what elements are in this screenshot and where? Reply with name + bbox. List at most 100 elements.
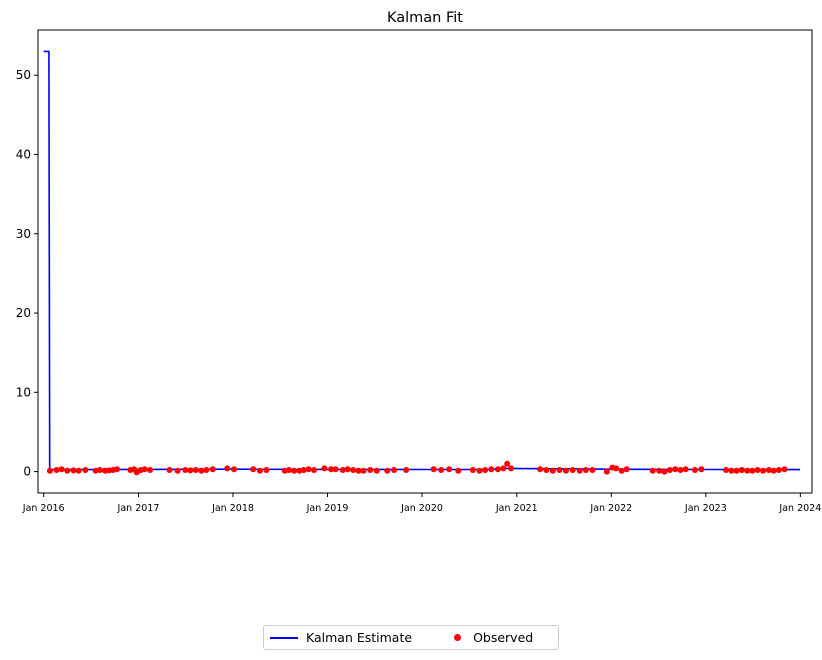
observed-point: [623, 466, 630, 473]
observed-point: [488, 466, 495, 473]
legend-item-kalman-estimate: Kalman Estimate: [264, 630, 412, 645]
observed-point: [556, 467, 563, 473]
observed-point: [291, 467, 298, 474]
observed-point: [58, 466, 65, 473]
observed-point: [543, 467, 550, 473]
observed-point: [82, 467, 89, 473]
x-tick-label: Jan 2016: [22, 503, 65, 514]
observed-point: [656, 467, 663, 474]
observed-point: [263, 467, 270, 473]
observed-point: [682, 466, 689, 473]
observed-point: [224, 465, 231, 472]
observed-point: [147, 467, 154, 473]
observed-point: [96, 467, 103, 473]
observed-point: [198, 467, 205, 474]
observed-point: [698, 466, 705, 473]
observed-series: [46, 460, 788, 476]
observed-point: [618, 467, 625, 474]
observed-point: [300, 467, 307, 473]
y-tick-label: 0: [23, 465, 31, 479]
observed-point: [75, 467, 82, 474]
observed-point: [494, 466, 501, 473]
observed-point: [373, 467, 380, 474]
observed-point: [613, 465, 620, 472]
observed-point: [182, 467, 189, 473]
observed-point: [508, 465, 515, 472]
observed-point: [403, 467, 410, 473]
y-axis: 0 10 20 30 40 50: [16, 68, 38, 479]
observed-point: [576, 467, 583, 474]
observed-point: [760, 467, 767, 474]
observed-point: [256, 467, 263, 474]
kalman-estimate-series: [43, 50, 801, 471]
observed-point: [603, 468, 610, 475]
observed-point: [321, 465, 328, 472]
legend-line-swatch: [270, 636, 298, 639]
legend-label-kalman-estimate: Kalman Estimate: [306, 630, 413, 645]
y-tick-label: 40: [16, 147, 31, 161]
observed-point: [482, 467, 489, 473]
observed-point: [114, 466, 120, 473]
chart-title: Kalman Fit: [387, 10, 463, 26]
x-tick-label: Jan 2020: [400, 503, 443, 514]
x-axis: Jan 2016 Jan 2017 Jan 2018 Jan 2019 Jan 2020…: [22, 493, 821, 514]
observed-point: [661, 468, 668, 475]
observed-point: [367, 467, 374, 473]
observed-point: [582, 467, 589, 473]
observed-point: [569, 467, 576, 473]
observed-point: [728, 467, 735, 474]
legend-label-observed: Observed: [473, 630, 534, 645]
x-tick-label: Jan 2018: [211, 503, 254, 514]
x-tick-label: Jan 2023: [684, 503, 727, 514]
observed-point: [285, 467, 292, 473]
observed-point: [46, 467, 53, 474]
observed-point: [563, 467, 569, 474]
observed-point: [384, 467, 391, 474]
observed-point: [775, 467, 782, 473]
observed-point: [355, 467, 362, 474]
observed-point: [738, 467, 745, 473]
observed-point: [360, 467, 367, 474]
plot-area: [37, 29, 813, 494]
x-tick-label: Jan 2019: [306, 503, 349, 514]
observed-point: [231, 466, 237, 473]
observed-point: [141, 466, 148, 473]
observed-point: [455, 467, 462, 474]
x-tick-label: Jan 2024: [778, 503, 821, 514]
observed-point: [744, 467, 751, 474]
observed-point: [677, 467, 684, 473]
x-tick-label: Jan 2017: [117, 503, 160, 514]
observed-point: [692, 467, 698, 473]
observed-point: [430, 466, 437, 473]
observed-point: [469, 467, 476, 473]
observed-point: [166, 467, 173, 473]
legend-item-observed: Observed: [412, 630, 533, 645]
legend: Kalman Estimate Observed: [263, 625, 559, 650]
observed-point: [174, 467, 181, 474]
observed-point: [311, 467, 317, 473]
observed-point: [765, 467, 772, 473]
observed-point: [328, 466, 335, 473]
y-tick-label: 10: [16, 385, 31, 399]
observed-point: [209, 466, 216, 473]
observed-point: [203, 467, 210, 473]
observed-point: [350, 467, 357, 473]
observed-point: [192, 467, 199, 473]
observed-point: [187, 467, 194, 474]
observed-point: [749, 467, 756, 474]
observed-point: [754, 467, 761, 473]
y-tick-label: 50: [16, 68, 31, 82]
observed-point: [476, 467, 483, 474]
observed-point: [305, 466, 312, 473]
kalman-estimate-line: [43, 50, 801, 471]
observed-point: [672, 466, 679, 473]
observed-point: [53, 467, 60, 473]
observed-point: [781, 466, 788, 473]
observed-point: [733, 467, 740, 474]
observed-point: [339, 467, 346, 473]
observed-point: [723, 467, 729, 473]
y-tick-label: 30: [16, 227, 31, 241]
observed-point: [438, 467, 445, 473]
observed-point: [537, 466, 544, 473]
observed-point: [446, 466, 453, 473]
